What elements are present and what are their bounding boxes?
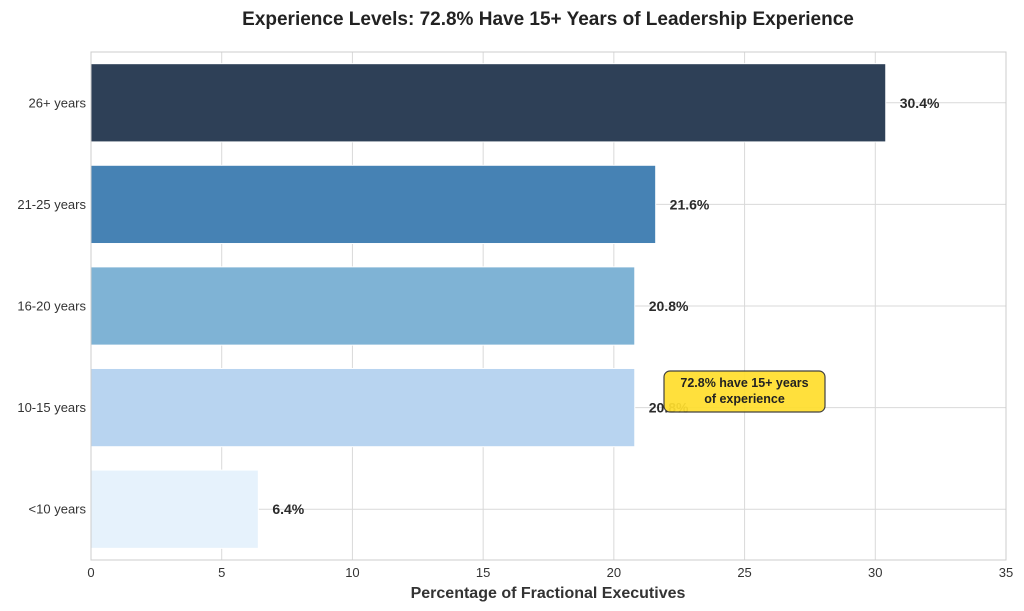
y-tick-label-3: 10-15 years [17, 400, 86, 415]
bar-3 [90, 367, 636, 448]
x-tick-label-2: 10 [345, 565, 359, 580]
chart-title: Experience Levels: 72.8% Have 15+ Years … [242, 9, 854, 30]
x-tick-label-0: 0 [87, 565, 94, 580]
x-tick-label-1: 5 [218, 565, 225, 580]
x-axis-label: Percentage of Fractional Executives [411, 585, 686, 602]
value-label-2: 20.8% [649, 298, 689, 314]
x-tick-label-4: 20 [607, 565, 621, 580]
y-tick-label-4: <10 years [29, 502, 87, 517]
annotation-line-2: of experience [704, 392, 785, 406]
y-tick-label-1: 21-25 years [17, 197, 86, 212]
value-label-0: 30.4% [900, 95, 940, 111]
bar-2 [90, 266, 636, 346]
bars [90, 63, 887, 549]
annotation-box [663, 370, 826, 413]
y-axis-ticks: 26+ years 21-25 years 16-20 years 10-15 yea… [17, 95, 86, 516]
value-label-1: 21.6% [670, 196, 710, 212]
plot-frame [90, 51, 1007, 561]
bar-1 [90, 164, 657, 245]
bar-4 [90, 469, 259, 549]
x-tick-label-5: 25 [737, 565, 751, 580]
x-tick-label-6: 30 [868, 565, 882, 580]
x-tick-label-3: 15 [476, 565, 490, 580]
value-label-4: 6.4% [272, 501, 304, 517]
bar-0 [90, 63, 887, 143]
annotation: 72.8% have 15+ years of experience [663, 370, 826, 413]
y-tick-label-0: 26+ years [29, 95, 87, 110]
y-tick-label-2: 16-20 years [17, 299, 86, 314]
x-axis-ticks: 0 5 10 15 20 25 30 35 [87, 565, 1013, 580]
x-tick-label-7: 35 [999, 565, 1013, 580]
annotation-line-1: 72.8% have 15+ years [680, 376, 808, 390]
